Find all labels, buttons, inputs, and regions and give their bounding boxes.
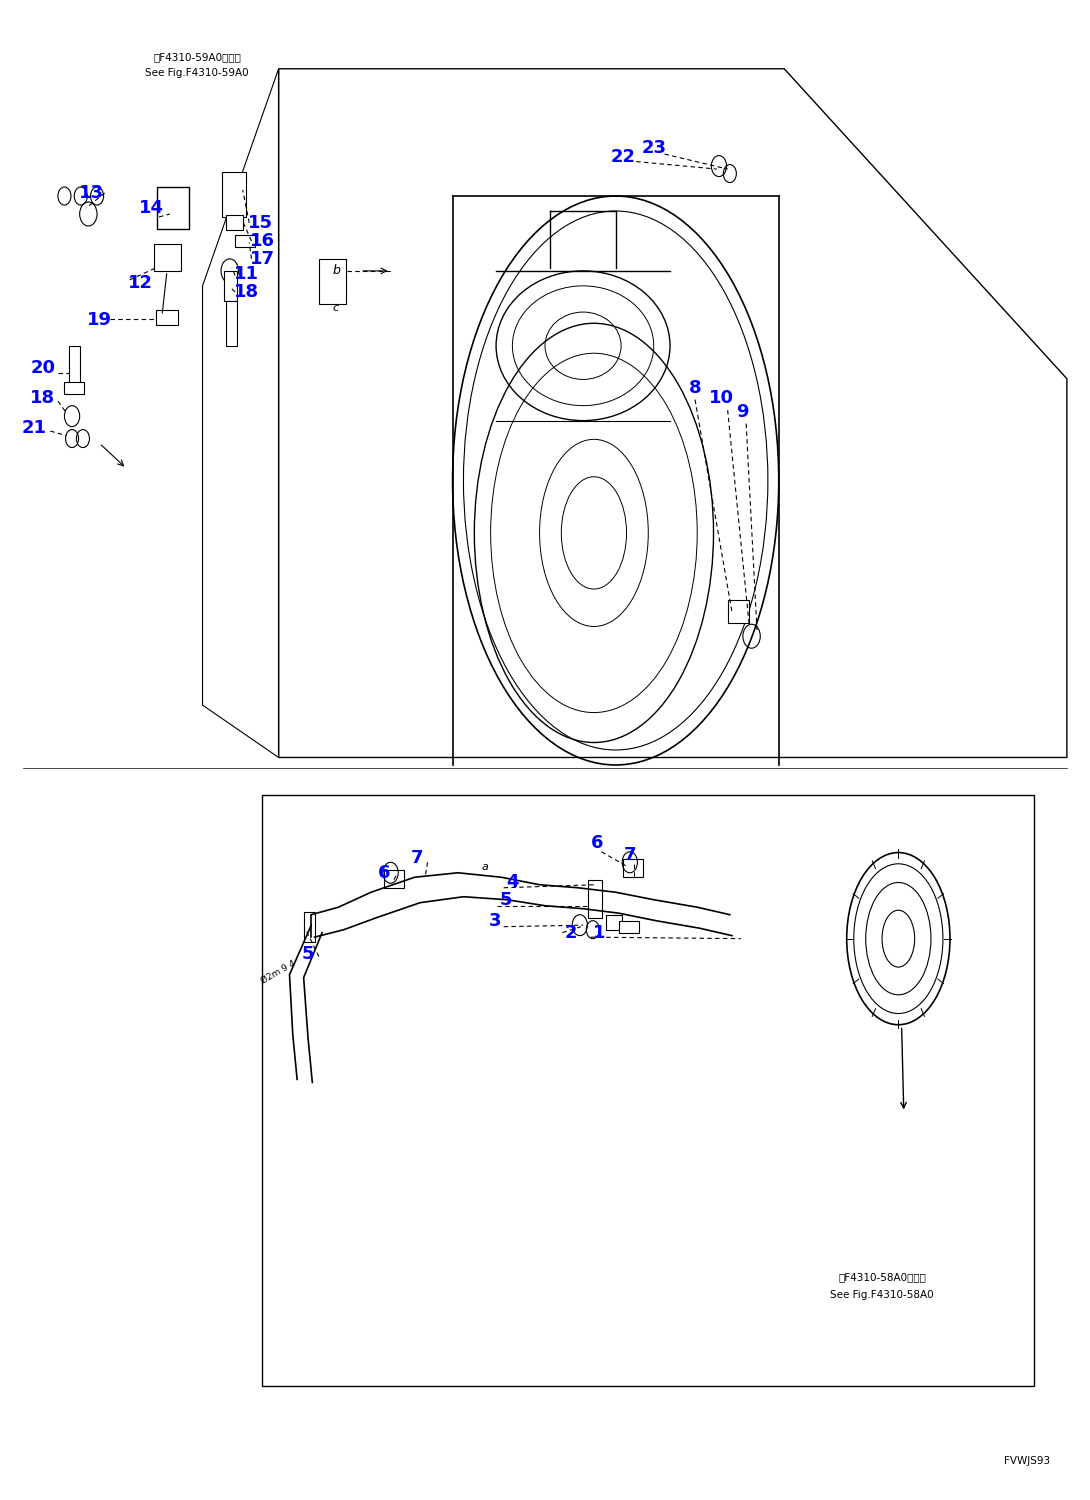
- Bar: [225, 272, 238, 302]
- Text: 13: 13: [80, 184, 105, 202]
- Text: 5: 5: [499, 891, 512, 909]
- Bar: [304, 912, 315, 942]
- Text: 2: 2: [565, 924, 578, 942]
- Text: 18: 18: [233, 284, 258, 302]
- Text: 10: 10: [708, 388, 734, 406]
- Text: 20: 20: [31, 358, 56, 376]
- Text: 6: 6: [591, 834, 604, 852]
- Bar: [728, 600, 750, 622]
- Text: 21: 21: [22, 419, 47, 436]
- Text: 22: 22: [610, 148, 635, 166]
- Text: a: a: [482, 862, 488, 871]
- Text: 4: 4: [506, 873, 519, 891]
- Bar: [69, 346, 80, 382]
- Text: See Fig.F4310-58A0: See Fig.F4310-58A0: [831, 1290, 934, 1300]
- Text: See Fig.F4310-59A0: See Fig.F4310-59A0: [145, 69, 249, 78]
- Text: 3: 3: [488, 912, 501, 930]
- Bar: [623, 859, 643, 877]
- Bar: [222, 172, 246, 217]
- Text: 6: 6: [378, 864, 390, 882]
- Text: 16: 16: [250, 232, 275, 250]
- Bar: [235, 236, 255, 248]
- Text: 9: 9: [737, 402, 749, 420]
- Text: b: b: [332, 264, 340, 278]
- Text: 5: 5: [302, 945, 314, 963]
- Text: 7: 7: [623, 846, 637, 864]
- Bar: [156, 310, 178, 326]
- Text: 12: 12: [128, 274, 153, 292]
- Text: 23: 23: [641, 140, 666, 158]
- Text: 14: 14: [138, 200, 164, 217]
- Bar: [227, 216, 243, 231]
- Bar: [589, 880, 602, 918]
- Text: 19: 19: [87, 312, 112, 330]
- Text: 7: 7: [411, 849, 423, 867]
- Bar: [157, 188, 190, 230]
- Text: 18: 18: [31, 388, 56, 406]
- Text: Ø2m 9 4: Ø2m 9 4: [259, 958, 298, 986]
- Text: FVWJS93: FVWJS93: [1004, 1456, 1051, 1466]
- Text: 8: 8: [689, 378, 701, 396]
- Text: 第F4310-58A0図参照: 第F4310-58A0図参照: [838, 1272, 926, 1282]
- Text: 1: 1: [593, 924, 606, 942]
- Bar: [154, 244, 181, 272]
- Bar: [606, 915, 622, 930]
- Text: 11: 11: [233, 266, 258, 284]
- Bar: [64, 381, 84, 393]
- Text: 17: 17: [250, 251, 275, 268]
- Bar: [319, 260, 346, 305]
- Bar: [619, 921, 639, 933]
- Bar: [384, 870, 403, 888]
- Bar: [227, 302, 238, 346]
- Text: 第F4310-59A0図参照: 第F4310-59A0図参照: [154, 53, 241, 62]
- Text: 15: 15: [247, 214, 272, 232]
- Text: c: c: [332, 303, 338, 313]
